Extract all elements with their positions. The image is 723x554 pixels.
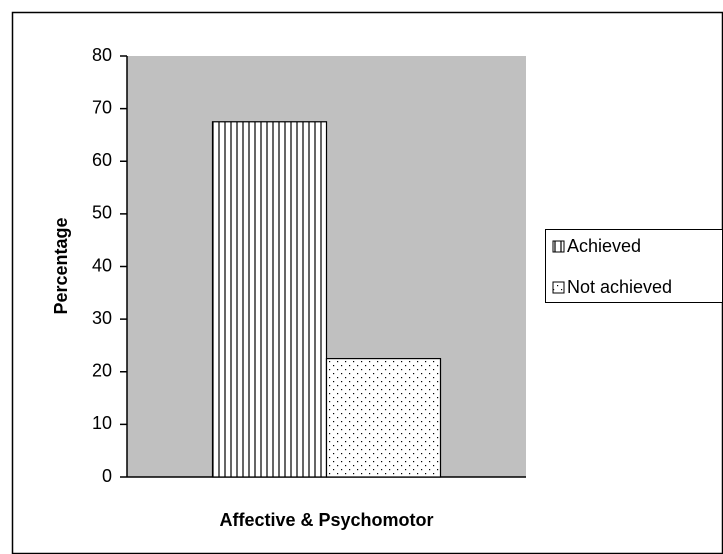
y-tick-label: 80 xyxy=(92,45,112,65)
x-tick-label: Affective & Psychomotor xyxy=(219,510,433,530)
y-tick-label: 30 xyxy=(92,308,112,328)
bar xyxy=(211,121,328,478)
legend-label: Achieved xyxy=(567,236,641,256)
legend xyxy=(545,229,723,303)
y-tick-label: 50 xyxy=(92,203,112,223)
bar xyxy=(325,357,442,478)
y-tick-label: 70 xyxy=(92,97,112,117)
y-tick-label: 20 xyxy=(92,361,112,381)
legend-swatch xyxy=(552,240,565,253)
y-tick-label: 10 xyxy=(92,413,112,433)
y-axis-label: Percentage xyxy=(51,217,71,314)
legend-swatch xyxy=(552,281,565,294)
y-tick-label: 40 xyxy=(92,255,112,275)
legend-label: Not achieved xyxy=(567,277,672,297)
y-tick-label: 0 xyxy=(102,466,112,486)
y-tick-label: 60 xyxy=(92,150,112,170)
